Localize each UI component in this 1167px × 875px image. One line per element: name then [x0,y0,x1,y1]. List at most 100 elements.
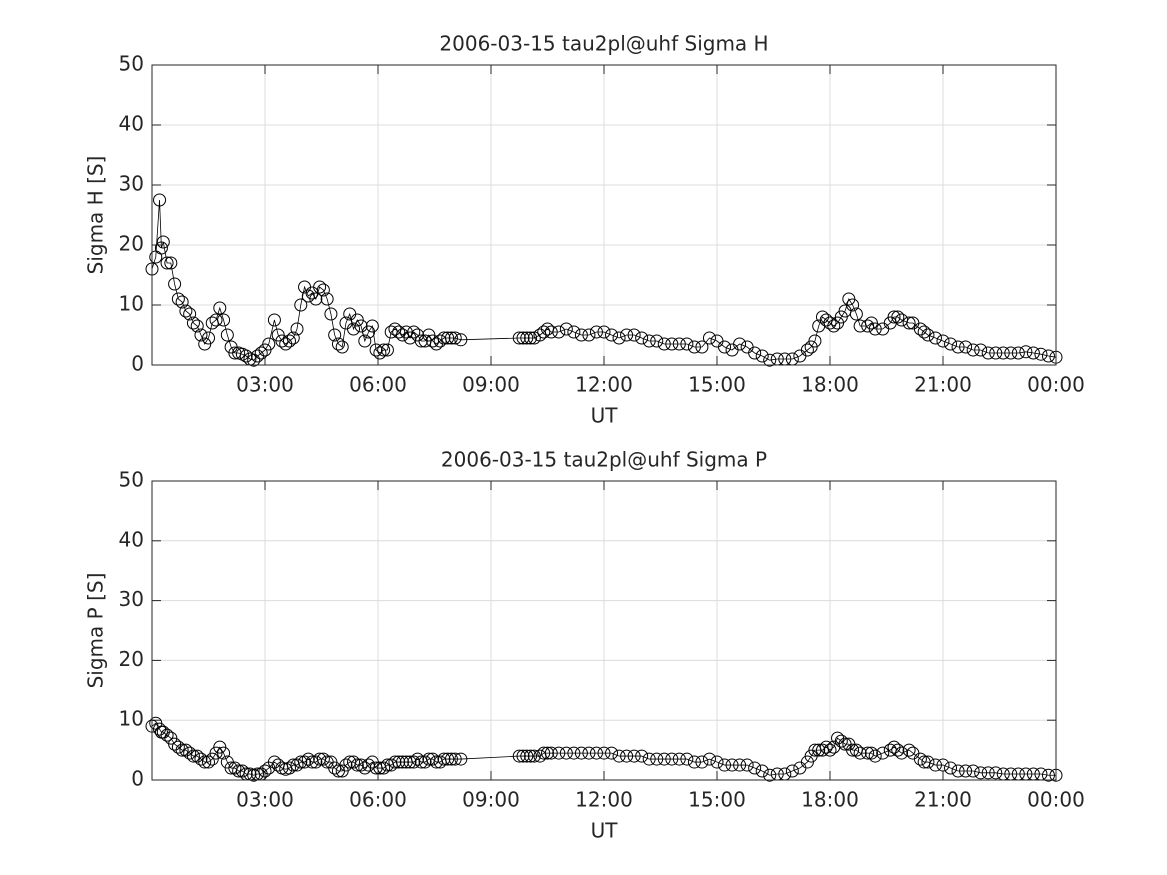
marker [298,755,312,769]
x-tick-label: 15:00 [688,788,746,812]
marker [864,746,878,760]
marker [627,749,641,763]
marker [687,755,701,769]
marker [290,758,304,772]
marker [520,749,534,763]
marker [951,340,965,354]
marker [309,755,323,769]
marker [597,325,611,339]
marker [286,331,300,345]
marker [672,337,686,351]
marker [895,746,909,760]
y-tick-label: 0 [131,352,144,376]
marker [650,334,664,348]
marker [966,343,980,357]
x-tick-label: 21:00 [914,788,972,812]
marker [755,349,769,363]
marker [254,346,268,360]
marker [785,764,799,778]
marker [373,346,387,360]
marker [612,331,626,345]
marker [733,758,747,772]
x-axis-label: UT [591,404,619,428]
marker [217,746,231,760]
marker [220,328,234,342]
marker [989,766,1003,780]
marker [328,328,342,342]
marker [800,343,814,357]
marker [868,749,882,763]
marker [194,752,208,766]
marker [156,235,170,249]
axes-frame [151,64,1057,366]
marker [657,337,671,351]
marker [702,331,716,345]
marker [597,746,611,760]
marker [725,758,739,772]
marker [198,755,212,769]
marker [567,746,581,760]
marker [171,740,185,754]
marker [650,752,664,766]
y-tick-label: 40 [119,112,144,136]
marker [612,749,626,763]
marker [209,313,223,327]
chart-title: 2006-03-15 tau2pl@uhf Sigma P [441,448,767,472]
marker [718,340,732,354]
marker [582,746,596,760]
marker [1019,345,1033,359]
marker [928,758,942,772]
marker [1026,346,1040,360]
x-tick-label: 06:00 [349,788,407,812]
marker [160,728,174,742]
marker [294,298,308,312]
marker [996,346,1010,360]
marker [202,755,215,769]
marker [695,755,709,769]
marker [190,319,204,333]
marker [748,346,762,360]
marker [347,322,361,336]
marker [966,764,980,778]
x-tick-label: 12:00 [575,373,633,397]
marker [846,298,860,312]
marker [544,746,558,760]
marker [267,313,281,327]
marker [258,764,272,778]
marker [228,761,242,775]
marker [695,340,709,354]
marker [944,337,958,351]
marker [168,277,182,291]
y-tick-label: 30 [119,587,144,611]
marker [819,740,833,754]
y-tick-label: 40 [119,527,144,551]
marker [186,316,200,330]
marker [702,752,716,766]
y-tick-label: 20 [119,647,144,671]
marker [294,755,308,769]
y-tick-label: 20 [119,232,144,256]
marker [853,746,867,760]
marker [202,331,215,345]
marker [834,734,848,748]
marker [262,337,276,351]
marker [154,241,168,255]
marker [175,743,189,757]
marker [411,752,425,766]
marker [951,764,965,778]
marker [808,334,822,348]
marker [635,749,649,763]
marker [680,337,694,351]
x-tick-label: 00:00 [1027,788,1085,812]
marker [448,331,462,345]
marker [718,758,732,772]
marker [309,292,323,306]
marker [989,346,1003,360]
marker [1041,349,1055,363]
marker [740,758,754,772]
marker [574,746,588,760]
marker [959,340,973,354]
marker [680,752,694,766]
